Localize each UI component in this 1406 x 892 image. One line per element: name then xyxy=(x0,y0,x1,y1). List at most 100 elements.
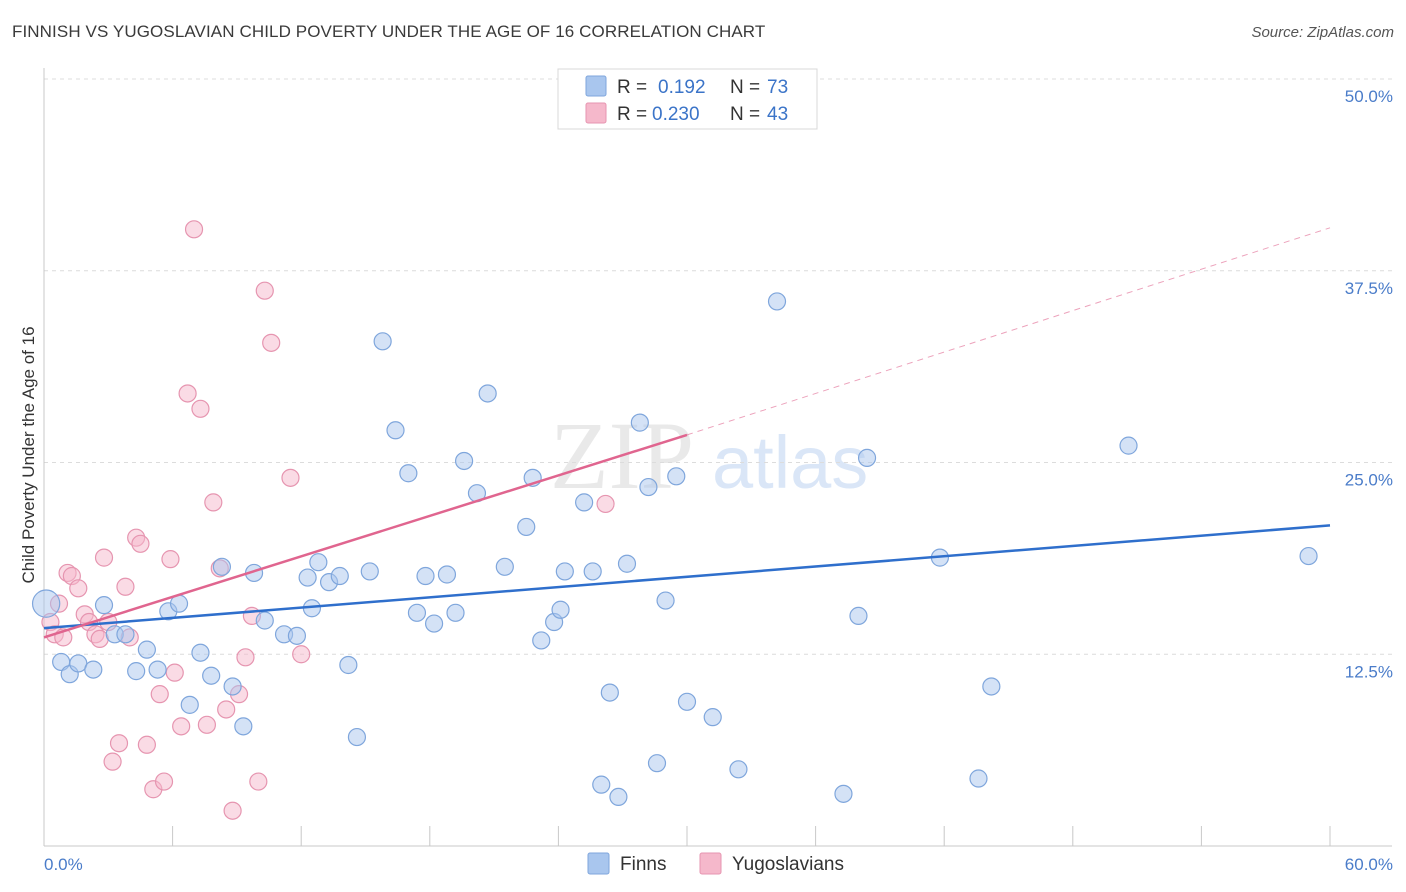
finns-point-66 xyxy=(857,448,877,467)
legend-finns-r-label: R = xyxy=(617,77,647,98)
finns-point-70 xyxy=(1119,436,1138,455)
finns-point-29 xyxy=(347,727,367,747)
finns-point-33 xyxy=(399,464,418,483)
chart-title: FINNISH VS YUGOSLAVIAN CHILD POVERTY UND… xyxy=(12,22,766,41)
finns-point-71 xyxy=(1299,546,1318,566)
finns-point-32 xyxy=(386,421,405,440)
finns-point-4 xyxy=(84,660,103,679)
yugoslavians-point-19 xyxy=(137,735,156,754)
yugoslavians-point-35 xyxy=(236,648,255,667)
yugoslavians-point-22 xyxy=(154,772,174,791)
legend-yugo-r-value: 0.230 xyxy=(652,104,700,125)
finns-point-31 xyxy=(373,332,392,351)
finns-point-45 xyxy=(532,631,551,650)
finns-trend-line xyxy=(43,524,1331,630)
finns-point-13 xyxy=(180,695,199,714)
yugoslavians-point-37 xyxy=(249,772,268,791)
finns-point-50 xyxy=(583,562,602,581)
finns-point-15 xyxy=(202,666,221,685)
trend-lines xyxy=(43,227,1331,639)
yugoslavians-point-11 xyxy=(94,548,114,567)
finns-point-43 xyxy=(517,517,536,537)
yugoslavians-trend-line xyxy=(43,433,688,639)
yugoslavians-point-23 xyxy=(161,550,180,569)
finns-point-35 xyxy=(416,566,435,586)
yugoslavians-point-21 xyxy=(150,685,169,704)
yugoslavians-point-13 xyxy=(103,752,122,771)
bottom-legend: Finns Yugoslavians xyxy=(587,852,844,875)
finns-point-55 xyxy=(630,413,649,432)
y-tick-label-0: 12.5% xyxy=(1345,662,1393,681)
finns-point-54 xyxy=(617,554,637,573)
finns-point-41 xyxy=(478,384,497,403)
bottom-legend-finns: Finns xyxy=(620,854,666,875)
legend-yugo-n-value: 43 xyxy=(767,104,788,125)
watermark: ZIP atlas xyxy=(550,402,868,509)
legend-finns-r-value: 0.192 xyxy=(658,77,706,98)
finns-point-62 xyxy=(729,760,748,779)
finns-point-48 xyxy=(555,562,574,581)
finns-point-20 xyxy=(255,611,274,630)
finns-point-37 xyxy=(437,565,457,584)
finns-point-69 xyxy=(982,677,1001,696)
finns-point-9 xyxy=(137,640,156,659)
bottom-legend-swatch-finns xyxy=(587,852,610,875)
legend-yugo-n-label: N = xyxy=(730,104,760,125)
yugoslavians-point-25 xyxy=(172,717,191,736)
axes xyxy=(43,68,1392,847)
finns-point-30 xyxy=(360,562,379,581)
finns-point-68 xyxy=(969,769,988,788)
grid-lines xyxy=(44,78,1392,655)
legend: R = 0.192 N = 73 R = 0.230 N = 43 xyxy=(557,68,818,130)
finns-point-38 xyxy=(446,603,465,622)
yugoslavians-point-29 xyxy=(197,715,216,734)
legend-finns-n-label: N = xyxy=(730,77,760,98)
y-tick-labels: 12.5% 25.0% 37.5% 50.0% xyxy=(1345,87,1393,681)
finns-points xyxy=(31,111,1318,807)
finns-point-64 xyxy=(834,784,853,803)
finns-point-61 xyxy=(703,708,722,727)
yugoslavians-point-10 xyxy=(90,629,109,649)
y-tick-label-2: 37.5% xyxy=(1345,279,1393,298)
yugoslavians-point-6 xyxy=(69,579,88,598)
finns-point-52 xyxy=(600,683,619,702)
legend-swatch-finns xyxy=(585,75,607,97)
finns-point-53 xyxy=(609,787,628,807)
x-tick-label-0: 0.0% xyxy=(44,855,83,874)
finns-point-49 xyxy=(575,493,594,512)
finns-point-63 xyxy=(767,292,787,311)
finns-point-16 xyxy=(212,557,231,576)
y-axis-label: Child Poverty Under the Age of 16 xyxy=(19,326,38,583)
finns-point-23 xyxy=(298,568,317,587)
yugoslavians-point-40 xyxy=(281,468,300,487)
finns-point-56 xyxy=(639,477,658,497)
finns-point-34 xyxy=(407,603,427,622)
finns-point-22 xyxy=(287,626,307,645)
finns-point-59 xyxy=(667,467,686,486)
finns-point-17 xyxy=(223,677,242,696)
finns-point-65 xyxy=(849,606,868,626)
yugoslavians-point-26 xyxy=(178,384,197,403)
finns-point-28 xyxy=(339,655,358,675)
finns-point-18 xyxy=(234,717,253,736)
finns-point-7 xyxy=(116,625,135,644)
x-tick-labels: 0.0% 60.0% xyxy=(44,855,1393,874)
finns-point-14 xyxy=(191,643,210,662)
finns-point-58 xyxy=(656,591,675,610)
finns-point-8 xyxy=(127,662,146,681)
y-tick-label-3: 50.0% xyxy=(1345,87,1393,106)
legend-swatch-yugoslavians xyxy=(585,102,607,124)
finns-point-57 xyxy=(647,754,667,773)
legend-finns-n-value: 73 xyxy=(767,77,788,98)
finns-point-25 xyxy=(309,553,328,572)
finns-point-39 xyxy=(454,451,474,471)
x-tick-label-1: 60.0% xyxy=(1345,855,1393,874)
yugoslavians-point-42 xyxy=(596,494,615,514)
yugoslavians-point-32 xyxy=(217,700,236,719)
yugoslavians-point-14 xyxy=(109,734,129,753)
yugoslavians-point-27 xyxy=(184,220,204,239)
yugoslavians-point-39 xyxy=(262,333,281,352)
yugoslavians-point-33 xyxy=(223,801,242,820)
yugoslavians-trend-extension xyxy=(686,227,1331,436)
